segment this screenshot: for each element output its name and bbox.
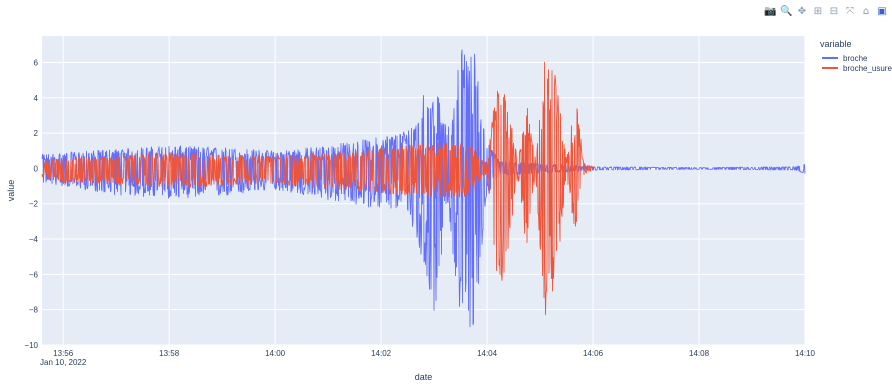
zoom-out-icon[interactable]: ⊟ <box>829 6 839 17</box>
pan-icon[interactable]: ✥ <box>797 6 807 17</box>
autoscale-icon[interactable]: ⤧ <box>846 6 854 17</box>
y-tick-label: 2 <box>34 129 39 138</box>
x-axis-title: date <box>415 372 433 382</box>
x-tick-label: 14:08 <box>689 349 710 358</box>
legend-label: broche <box>843 54 868 63</box>
y-tick-label: −10 <box>24 341 38 350</box>
zoom-icon[interactable]: 🔍 <box>780 6 793 17</box>
x-tick-label: 13:56 <box>53 349 74 358</box>
y-axis-title: value <box>6 180 16 202</box>
y-tick-label: −8 <box>29 306 39 315</box>
x-tick-label: 14:06 <box>583 349 604 358</box>
y-tick-label: −2 <box>29 200 39 209</box>
legend-label: broche_usure <box>843 64 892 73</box>
zoom-in-icon[interactable]: ⊞ <box>813 6 823 17</box>
legend-item: broche_usure <box>822 64 892 73</box>
x-tick-label: 14:04 <box>477 349 498 358</box>
x-tick-label: 14:02 <box>371 349 392 358</box>
series-line-broche-usure <box>41 61 594 316</box>
series-layer <box>41 49 806 328</box>
y-tick-label: −4 <box>29 235 39 244</box>
home-icon[interactable]: ⌂ <box>862 6 870 17</box>
y-tick-label: 0 <box>34 164 39 173</box>
y-tick-label: 6 <box>34 58 39 67</box>
legend-title: variable <box>820 39 852 49</box>
legend-item: broche <box>822 54 868 63</box>
plotly-logo-icon[interactable]: ▣ <box>877 6 887 17</box>
y-tick-label: −6 <box>29 270 39 279</box>
x-tick-sublabel: Jan 10, 2022 <box>40 358 87 367</box>
modebar: 📷 🔍 ✥ ⊞ ⊟ ⤧ ⌂ ▣ <box>764 6 888 18</box>
x-tick-label: 14:10 <box>795 349 816 358</box>
camera-icon[interactable]: 📷 <box>764 6 777 17</box>
x-tick-label: 13:58 <box>159 349 180 358</box>
y-tick-label: 4 <box>34 94 39 103</box>
y-axis-ticks: 6 4 2 0 −2 −4 −6 −8 −10 <box>24 58 38 350</box>
x-tick-label: 14:00 <box>265 349 286 358</box>
